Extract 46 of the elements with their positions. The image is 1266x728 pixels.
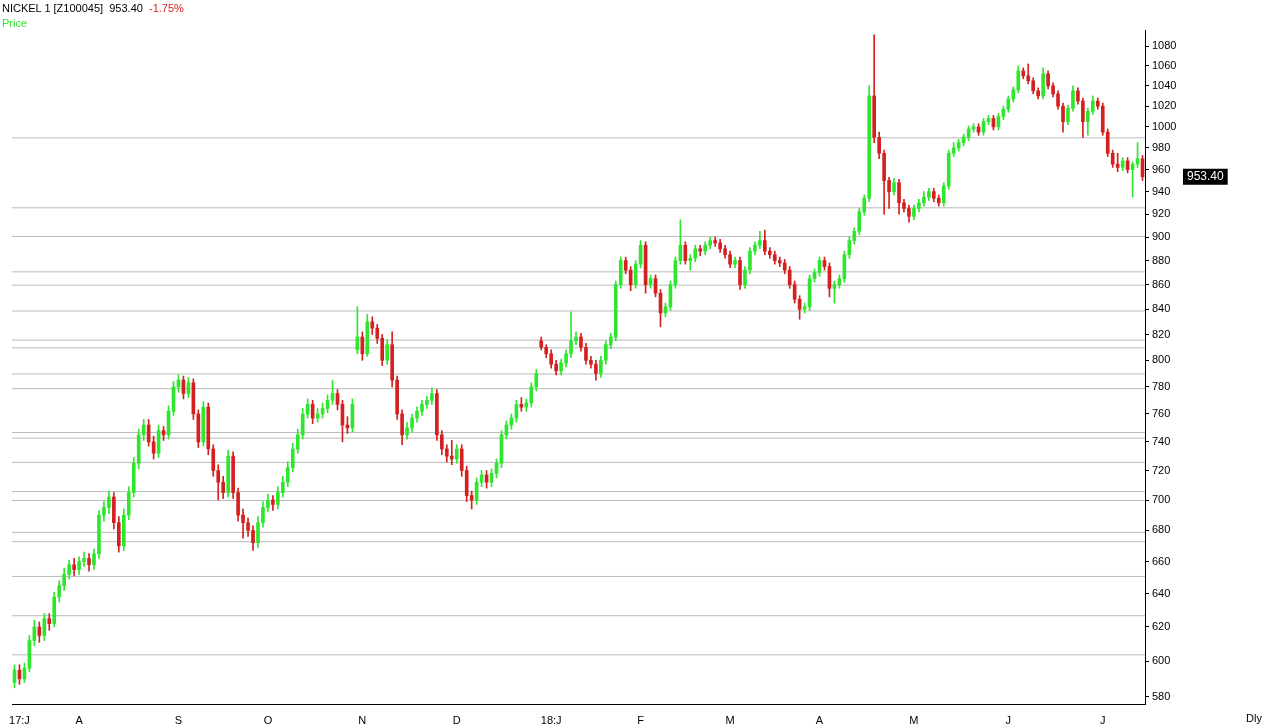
x-tick-label: D — [452, 713, 461, 726]
y-tick-label: 840 — [1152, 302, 1171, 315]
y-tick-label: 860 — [1152, 277, 1171, 290]
x-tick-label: F — [637, 713, 645, 726]
x-tick-label: O — [263, 713, 273, 726]
y-tick-label: 880 — [1152, 253, 1171, 266]
y-tick-label: 1020 — [1152, 99, 1177, 112]
x-tick-label: A — [815, 713, 824, 726]
y-tick-label: 780 — [1152, 379, 1171, 392]
x-tick-label: J — [1100, 713, 1106, 726]
x-tick-label: 17:J — [9, 713, 30, 726]
y-tick-label: 640 — [1152, 586, 1171, 599]
y-tick-label: 820 — [1152, 327, 1171, 340]
y-tick-label: 1040 — [1152, 78, 1177, 91]
y-tick-label: 940 — [1152, 184, 1171, 197]
y-tick-label: 720 — [1152, 463, 1171, 476]
x-tick-label: A — [75, 713, 84, 726]
x-tick-label: M — [725, 713, 735, 726]
y-tick-label: 1080 — [1152, 39, 1177, 52]
y-tick-label: 680 — [1152, 523, 1171, 536]
text: -1.75% — [148, 2, 184, 14]
y-tick-label: 760 — [1152, 407, 1171, 420]
text: 953.40 — [1187, 169, 1225, 184]
x-tick-label: S — [174, 713, 183, 726]
chart-title: NICKEL 1 [Z100045] — [2, 2, 104, 14]
y-tick-label: 600 — [1152, 654, 1171, 667]
text: 953.40 — [108, 2, 143, 14]
text: Price — [2, 17, 28, 29]
y-tick-label: 1060 — [1152, 58, 1177, 71]
text: Dly — [1246, 712, 1262, 724]
y-tick-label: 800 — [1152, 353, 1171, 366]
y-tick-label: 700 — [1152, 493, 1171, 506]
y-tick-label: 620 — [1152, 620, 1171, 633]
x-tick-label: M — [909, 713, 919, 726]
y-tick-label: 660 — [1152, 554, 1171, 567]
y-tick-label: 580 — [1152, 689, 1171, 702]
x-tick-label: 18:J — [540, 713, 562, 726]
x-tick-label: J — [1005, 713, 1012, 726]
y-tick-label: 960 — [1152, 162, 1171, 175]
y-tick-label: 900 — [1152, 230, 1171, 243]
y-tick-label: 980 — [1152, 141, 1171, 154]
y-tick-label: 1000 — [1152, 119, 1177, 132]
y-tick-label: 920 — [1152, 207, 1171, 220]
candlestick — [449, 440, 454, 466]
y-tick-label: 740 — [1152, 434, 1171, 447]
x-tick-label: N — [358, 713, 367, 726]
